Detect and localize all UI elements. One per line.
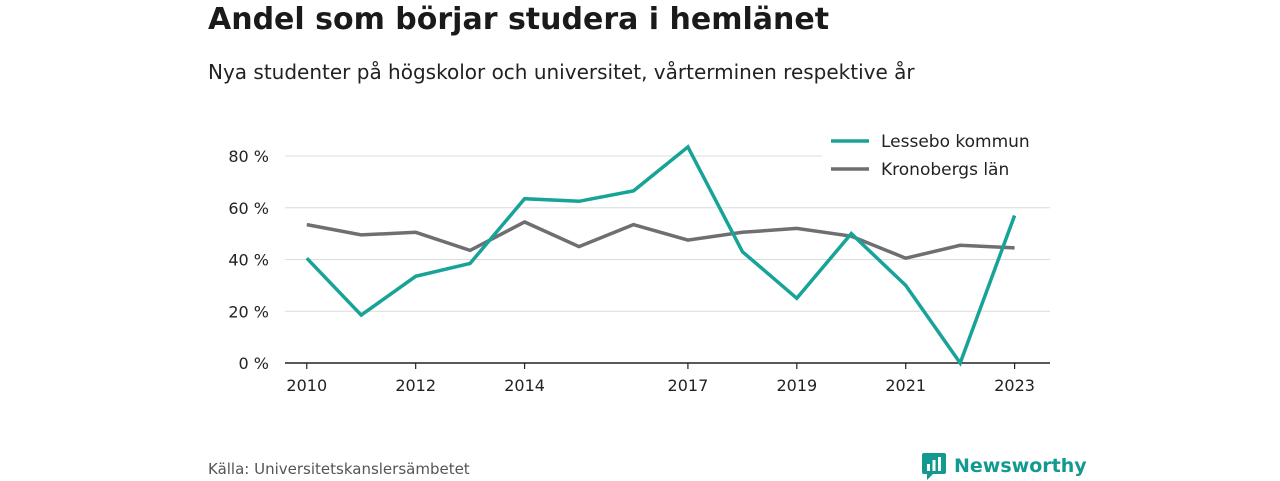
y-tick-label: 40 % xyxy=(228,251,269,270)
legend-label: Lessebo kommun xyxy=(881,132,1030,152)
bar-chart-logo-icon xyxy=(922,453,946,480)
y-tick-label: 0 % xyxy=(239,354,269,373)
y-tick-label: 20 % xyxy=(228,302,269,321)
x-tick-label: 2019 xyxy=(776,376,817,395)
x-tick-label: 2010 xyxy=(286,376,327,395)
y-tick-label: 80 % xyxy=(228,147,269,166)
series-lines xyxy=(305,144,1017,367)
x-tick-label: 2021 xyxy=(885,376,926,395)
legend-background xyxy=(822,124,1052,186)
brand-logo: Newsworthy xyxy=(921,451,1087,481)
series-line xyxy=(305,144,1017,367)
x-axis: 2010 2012 2014 2017 2019 2021 2023 xyxy=(285,362,1050,395)
line-chart: 0 % 20 % 40 % 60 % 80 % 2010 2012 2014 2017 2019… xyxy=(228,124,1052,395)
legend-label: Kronobergs län xyxy=(881,160,1009,180)
legend: Lessebo kommun Kronobergs län xyxy=(822,124,1052,186)
chart-title: Andel som börjar studera i hemlänet xyxy=(208,2,830,37)
y-tick-label: 60 % xyxy=(228,199,269,218)
x-tick-label: 2017 xyxy=(668,376,709,395)
series-line xyxy=(306,220,1015,261)
y-axis-labels: 0 % 20 % 40 % 60 % 80 % xyxy=(228,147,269,373)
chart-subtitle: Nya studenter på högskolor och universit… xyxy=(208,60,915,84)
brand-name: Newsworthy xyxy=(954,455,1087,477)
x-tick-label: 2023 xyxy=(994,376,1035,395)
x-tick-label: 2014 xyxy=(504,376,545,395)
source-note: Källa: Universitetskanslersämbetet xyxy=(208,460,470,478)
x-tick-label: 2012 xyxy=(395,376,436,395)
